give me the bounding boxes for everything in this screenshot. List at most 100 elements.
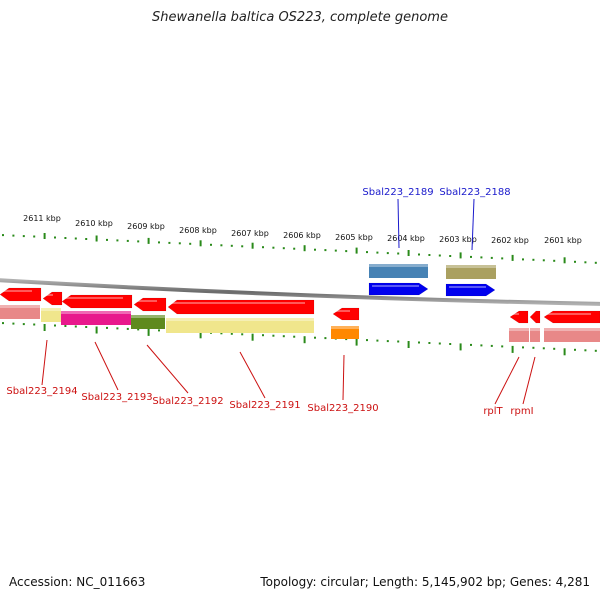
gene-arrow[interactable] xyxy=(61,294,133,309)
cog-band-highlight xyxy=(0,305,40,308)
scale-ticks-top xyxy=(2,233,597,264)
cog-band-highlight xyxy=(166,318,314,321)
gene-arrow[interactable] xyxy=(445,283,496,297)
scale-tick xyxy=(230,332,233,335)
scale-tick xyxy=(397,340,400,343)
gene-arrow[interactable] xyxy=(368,282,429,296)
scale-tick xyxy=(324,337,327,340)
scale-tick xyxy=(314,336,316,339)
scale-tick xyxy=(501,257,504,260)
cog-band xyxy=(369,264,428,278)
gene-arrow[interactable] xyxy=(167,299,315,315)
scale-tick xyxy=(418,341,420,344)
scale-tick xyxy=(584,349,587,352)
gene-label[interactable]: Sbal223_2188 xyxy=(439,187,510,198)
scale-tick xyxy=(106,326,108,329)
gene-arrow[interactable] xyxy=(543,310,600,324)
scale-tick xyxy=(199,331,202,339)
scale-tick xyxy=(480,344,483,347)
scale-tick xyxy=(241,245,244,248)
topology-text: Topology: circular; Length: 5,145,902 bp… xyxy=(260,575,590,589)
gene-arrow[interactable] xyxy=(529,310,541,324)
cog-band-highlight xyxy=(446,265,496,268)
scale-tick xyxy=(116,327,119,330)
scale-label: 2607 kbp xyxy=(231,229,269,238)
scale-label: 2602 kbp xyxy=(491,236,529,245)
callout-line xyxy=(471,198,475,251)
scale-tick xyxy=(74,325,77,328)
cog-band-track xyxy=(0,264,600,342)
gene-label[interactable]: Sbal223_2191 xyxy=(229,400,300,411)
gene-arrow-highlight xyxy=(372,285,419,287)
scale-tick xyxy=(459,343,462,351)
scale-tick xyxy=(480,256,483,259)
callout-line xyxy=(342,354,345,401)
gene-arrow[interactable] xyxy=(332,307,360,321)
cog-band xyxy=(41,308,61,322)
cog-band xyxy=(544,328,600,342)
scale-tick xyxy=(490,256,493,259)
scale-tick xyxy=(303,245,306,252)
scale-label: 2608 kbp xyxy=(179,226,217,235)
cog-band xyxy=(131,315,165,329)
scale-tick xyxy=(542,259,545,262)
cog-band-highlight xyxy=(530,328,540,331)
gene-arrow[interactable] xyxy=(42,291,63,306)
gene-label[interactable]: Sbal223_2189 xyxy=(362,187,433,198)
scale-tick xyxy=(376,251,379,254)
scale-tick xyxy=(64,237,67,239)
scale-tick xyxy=(355,338,358,346)
scale-tick xyxy=(366,251,368,254)
gene-arrow[interactable] xyxy=(509,310,529,324)
scale-tick xyxy=(366,339,368,342)
scale-tick xyxy=(85,238,88,240)
scale-labels: 2611 kbp 2610 kbp 2609 kbp 2608 kbp 2607 kbp… xyxy=(23,214,582,245)
gene-arrow-highlight xyxy=(46,294,53,296)
gene-label[interactable]: rpmI xyxy=(510,406,533,417)
scale-tick xyxy=(293,335,296,338)
callout-line xyxy=(397,198,400,249)
scale-tick xyxy=(345,250,348,253)
gene-label[interactable]: Sbal223_2192 xyxy=(152,396,223,407)
scale-tick xyxy=(563,348,566,356)
gene-arrow-highlight xyxy=(137,300,157,302)
gene-label[interactable]: Sbal223_2193 xyxy=(81,392,152,403)
gene-arrow[interactable] xyxy=(0,287,42,302)
scale-tick xyxy=(272,334,275,337)
scale-tick xyxy=(418,253,420,256)
scale-label: 2610 kbp xyxy=(75,219,113,228)
gene-arrow[interactable] xyxy=(133,297,167,312)
cog-band-highlight xyxy=(131,315,165,318)
scale-tick xyxy=(438,254,441,257)
gene-label[interactable]: Sbal223_2194 xyxy=(6,386,77,397)
cog-band xyxy=(530,328,540,342)
gene-track xyxy=(0,282,600,324)
scale-tick xyxy=(314,248,316,251)
scale-tick xyxy=(251,242,254,249)
gene-label[interactable]: Sbal223_2190 xyxy=(307,403,378,414)
scale-tick xyxy=(85,326,88,328)
gene-arrow-highlight xyxy=(449,286,486,288)
scale-tick xyxy=(334,249,337,252)
scale-tick xyxy=(33,323,36,326)
gene-arrow-highlight xyxy=(65,297,123,299)
scale-tick xyxy=(95,326,98,334)
scale-tick xyxy=(574,260,576,263)
gene-label[interactable]: rplT xyxy=(483,406,503,417)
callout-line xyxy=(41,339,48,386)
scale-label: 2605 kbp xyxy=(335,233,373,242)
scale-tick xyxy=(33,235,36,238)
scale-tick xyxy=(64,325,67,327)
cog-band xyxy=(331,326,359,339)
cog-band xyxy=(0,305,40,319)
scale-tick xyxy=(594,261,597,264)
scale-label: 2601 kbp xyxy=(544,236,582,245)
callout-line xyxy=(522,356,536,405)
scale-tick xyxy=(54,236,56,239)
scale-tick xyxy=(584,261,587,264)
scale-tick xyxy=(407,341,410,348)
scale-tick xyxy=(147,237,150,244)
genome-backbone xyxy=(0,278,600,306)
scale-tick xyxy=(199,240,202,247)
